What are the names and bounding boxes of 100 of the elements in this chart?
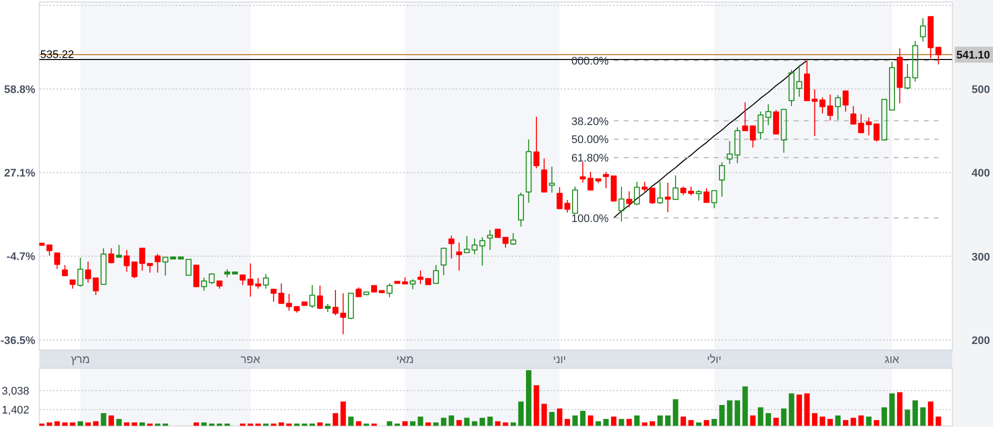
candlestick xyxy=(348,292,354,320)
candlestick xyxy=(711,190,718,209)
candlestick xyxy=(479,236,486,266)
candlestick xyxy=(533,116,540,169)
candlestick xyxy=(649,188,656,204)
bar xyxy=(726,400,732,426)
candlestick xyxy=(440,248,447,276)
candlestick xyxy=(146,263,153,274)
y2-tick-label: 58.8% xyxy=(4,84,36,96)
candlestick xyxy=(696,189,702,202)
y-tick-label: 400 xyxy=(972,168,990,180)
candlestick xyxy=(618,186,624,222)
y-tick-label: 500 xyxy=(972,84,990,96)
bar xyxy=(340,402,346,426)
candlestick xyxy=(734,126,740,164)
candlestick xyxy=(634,181,640,206)
bar xyxy=(611,416,616,426)
bar xyxy=(487,416,493,426)
candlestick xyxy=(39,242,45,246)
candlestick xyxy=(726,140,733,164)
candlestick xyxy=(572,186,578,214)
candlestick xyxy=(842,90,849,112)
candlestick xyxy=(796,64,802,98)
bar xyxy=(108,415,114,426)
bar xyxy=(773,418,779,426)
x-tick-label: אוג xyxy=(884,354,900,366)
y2-tick-label: -36.5% xyxy=(0,334,36,347)
bar xyxy=(580,410,586,426)
bar xyxy=(572,415,578,426)
candlestick xyxy=(603,171,609,189)
bar xyxy=(858,415,864,426)
bar xyxy=(712,418,717,426)
bar xyxy=(842,420,848,426)
candlestick xyxy=(92,277,99,296)
x-tick-label: יוני xyxy=(553,354,566,366)
y-tick-label: 3,038 xyxy=(2,386,30,398)
bar xyxy=(556,408,562,426)
candlestick xyxy=(208,272,215,284)
x-tick-label: יולי xyxy=(707,354,722,366)
candlestick xyxy=(386,282,393,298)
candlestick xyxy=(302,301,308,306)
candlestick xyxy=(704,188,710,203)
bar xyxy=(564,418,570,426)
candlestick xyxy=(556,186,563,210)
bar xyxy=(634,415,640,426)
bar xyxy=(850,418,856,426)
bar xyxy=(526,370,532,426)
candlestick xyxy=(154,253,161,274)
candlestick xyxy=(664,182,671,213)
x-tick-label: מאי xyxy=(396,354,414,366)
series-label: 50.00% xyxy=(571,134,609,146)
bar xyxy=(440,418,446,426)
candlestick xyxy=(77,257,84,288)
candlestick xyxy=(410,278,416,290)
bar xyxy=(480,418,486,426)
candlestick xyxy=(626,190,632,208)
bar xyxy=(920,407,926,426)
y-tick-label: 200 xyxy=(972,334,990,347)
bar xyxy=(534,385,540,426)
candlestick xyxy=(432,264,439,284)
candlestick xyxy=(294,306,300,314)
candlestick xyxy=(193,264,200,288)
candlestick xyxy=(834,94,841,121)
candlestick xyxy=(935,46,942,65)
candlestick xyxy=(100,248,107,285)
y2-tick-label: 27.1% xyxy=(4,167,36,180)
candlestick xyxy=(262,273,269,290)
bar xyxy=(781,408,786,426)
candlestick xyxy=(124,249,130,272)
candlestick xyxy=(116,244,122,258)
candlestick xyxy=(773,110,780,135)
candlestick xyxy=(502,236,508,248)
bar xyxy=(626,418,632,426)
bar xyxy=(820,416,826,426)
candlestick xyxy=(178,256,184,260)
candlestick xyxy=(765,104,772,126)
candlestick xyxy=(742,102,748,132)
candlestick xyxy=(363,290,370,296)
candlestick xyxy=(46,244,52,256)
candlestick xyxy=(456,242,462,272)
bar xyxy=(541,404,547,426)
bar xyxy=(418,416,424,426)
bar xyxy=(866,416,872,426)
bar xyxy=(766,413,772,426)
bar xyxy=(734,400,740,426)
candlestick xyxy=(232,271,238,274)
bar xyxy=(100,413,106,426)
y2-tick-label: -4.7% xyxy=(6,251,36,264)
bar xyxy=(889,393,895,426)
candlestick xyxy=(928,16,934,59)
candlestick xyxy=(317,285,323,310)
candlestick xyxy=(324,303,331,312)
candlestick xyxy=(216,280,222,290)
candlestick xyxy=(896,48,903,104)
bar xyxy=(448,415,454,426)
candlestick xyxy=(595,178,602,184)
candlestick xyxy=(224,268,230,278)
bar xyxy=(936,416,942,426)
bar xyxy=(874,420,880,426)
candlestick xyxy=(610,176,617,202)
